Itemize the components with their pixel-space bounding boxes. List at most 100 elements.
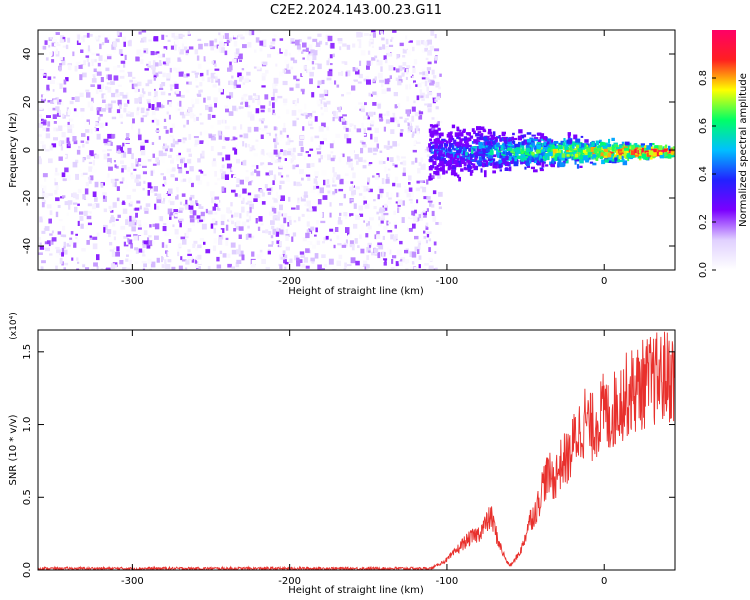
heatmap-cell [406, 50, 412, 56]
heatmap-cell [377, 242, 383, 245]
heatmap-cell [361, 185, 365, 188]
heatmap-cell [299, 115, 303, 119]
heatmap-cell [349, 213, 354, 217]
heatmap-cell [395, 261, 399, 267]
heatmap-cell [457, 128, 460, 132]
heatmap-cell [165, 88, 168, 93]
heatmap-cell [344, 215, 348, 219]
heatmap-cell [372, 175, 375, 178]
heatmap-cell [611, 137, 615, 141]
heatmap-cell [310, 260, 315, 264]
heatmap-cell [51, 42, 56, 47]
heatmap-cell [379, 30, 384, 34]
heatmap-cell [284, 254, 288, 259]
heatmap-cell [152, 153, 155, 158]
heatmap-cell [168, 114, 171, 120]
heatmap-cell [447, 166, 453, 170]
heatmap-cell [178, 265, 183, 270]
heatmap-cell [107, 141, 111, 146]
heatmap-cell [119, 260, 124, 265]
heatmap-cell [510, 149, 516, 154]
heatmap-cell [546, 143, 552, 147]
heatmap-cell [584, 146, 589, 150]
heatmap-cell [430, 127, 436, 133]
heatmap-cell [219, 34, 224, 41]
heatmap-cell [318, 40, 323, 45]
heatmap-cell [213, 227, 216, 234]
heatmap-cell [293, 181, 296, 186]
heatmap-cell [423, 45, 426, 48]
heatmap-cell [195, 74, 198, 78]
heatmap-cell [643, 151, 648, 156]
heatmap-cell [249, 203, 254, 210]
heatmap-cell [418, 214, 421, 219]
heatmap-cell [225, 240, 229, 246]
heatmap-cell [340, 152, 345, 155]
heatmap-cell [211, 197, 214, 204]
heatmap-cell [328, 191, 333, 197]
heatmap-cell [448, 142, 454, 148]
heatmap-cell [394, 164, 398, 168]
heatmap-cell [241, 68, 245, 71]
heatmap-cell [534, 146, 537, 150]
heatmap-cell [214, 44, 219, 48]
colorbar-tick-label: 0.0 [698, 262, 709, 278]
heatmap-cell [454, 160, 457, 164]
heatmap-cell [146, 99, 152, 102]
heatmap-cell [44, 226, 50, 231]
heatmap-cell [216, 256, 220, 262]
heatmap-cell [143, 240, 148, 245]
heatmap-cell [173, 81, 178, 85]
heatmap-cell [245, 31, 249, 36]
heatmap-cell [314, 135, 320, 139]
heatmap-cell [451, 166, 457, 170]
heatmap-cell [435, 82, 439, 87]
heatmap-cell [186, 119, 189, 125]
heatmap-cell [363, 33, 369, 36]
heatmap-cell [422, 211, 427, 216]
heatmap-cell [42, 45, 47, 50]
heatmap-cell [417, 82, 422, 88]
heatmap-cell [569, 151, 574, 155]
heatmap-cell [221, 146, 226, 149]
heatmap-cell [187, 107, 193, 113]
heatmap-cell [247, 42, 252, 48]
heatmap-cell [389, 157, 394, 162]
heatmap-cell [371, 267, 374, 270]
heatmap-cell [272, 208, 277, 214]
heatmap-cell [300, 113, 305, 116]
heatmap-cell [390, 39, 393, 42]
heatmap-cell [217, 120, 221, 125]
heatmap-cell [483, 170, 487, 173]
heatmap-cell [329, 212, 332, 218]
heatmap-cell [40, 266, 44, 270]
heatmap-cell [97, 116, 101, 121]
heatmap-cell [480, 136, 485, 140]
heatmap-cell [416, 95, 420, 101]
heatmap-cell [408, 187, 413, 192]
heatmap-cell [61, 172, 66, 178]
heatmap-cell [217, 45, 222, 51]
heatmap-cell [211, 161, 217, 167]
heatmap-cell [464, 149, 467, 152]
heatmap-cell [106, 229, 112, 234]
heatmap-cell [64, 201, 70, 206]
heatmap-cell [533, 143, 536, 148]
heatmap-cell [96, 110, 100, 115]
heatmap-cell [305, 174, 311, 177]
heatmap-cell [405, 76, 408, 80]
heatmap-cell [640, 144, 645, 148]
heatmap-cell [270, 46, 276, 50]
heatmap-cell [134, 261, 139, 264]
heatmap-cell [583, 153, 587, 158]
heatmap-cell [256, 30, 262, 33]
heatmap-cell [434, 166, 439, 170]
heatmap-cell [394, 224, 397, 229]
heatmap-cell [264, 125, 268, 129]
heatmap-cell [145, 111, 149, 116]
heatmap-cell [45, 133, 51, 139]
heatmap-cell [51, 59, 55, 63]
heatmap-cell [453, 151, 458, 155]
heatmap-cell [338, 106, 341, 113]
heatmap-cell [358, 73, 363, 79]
